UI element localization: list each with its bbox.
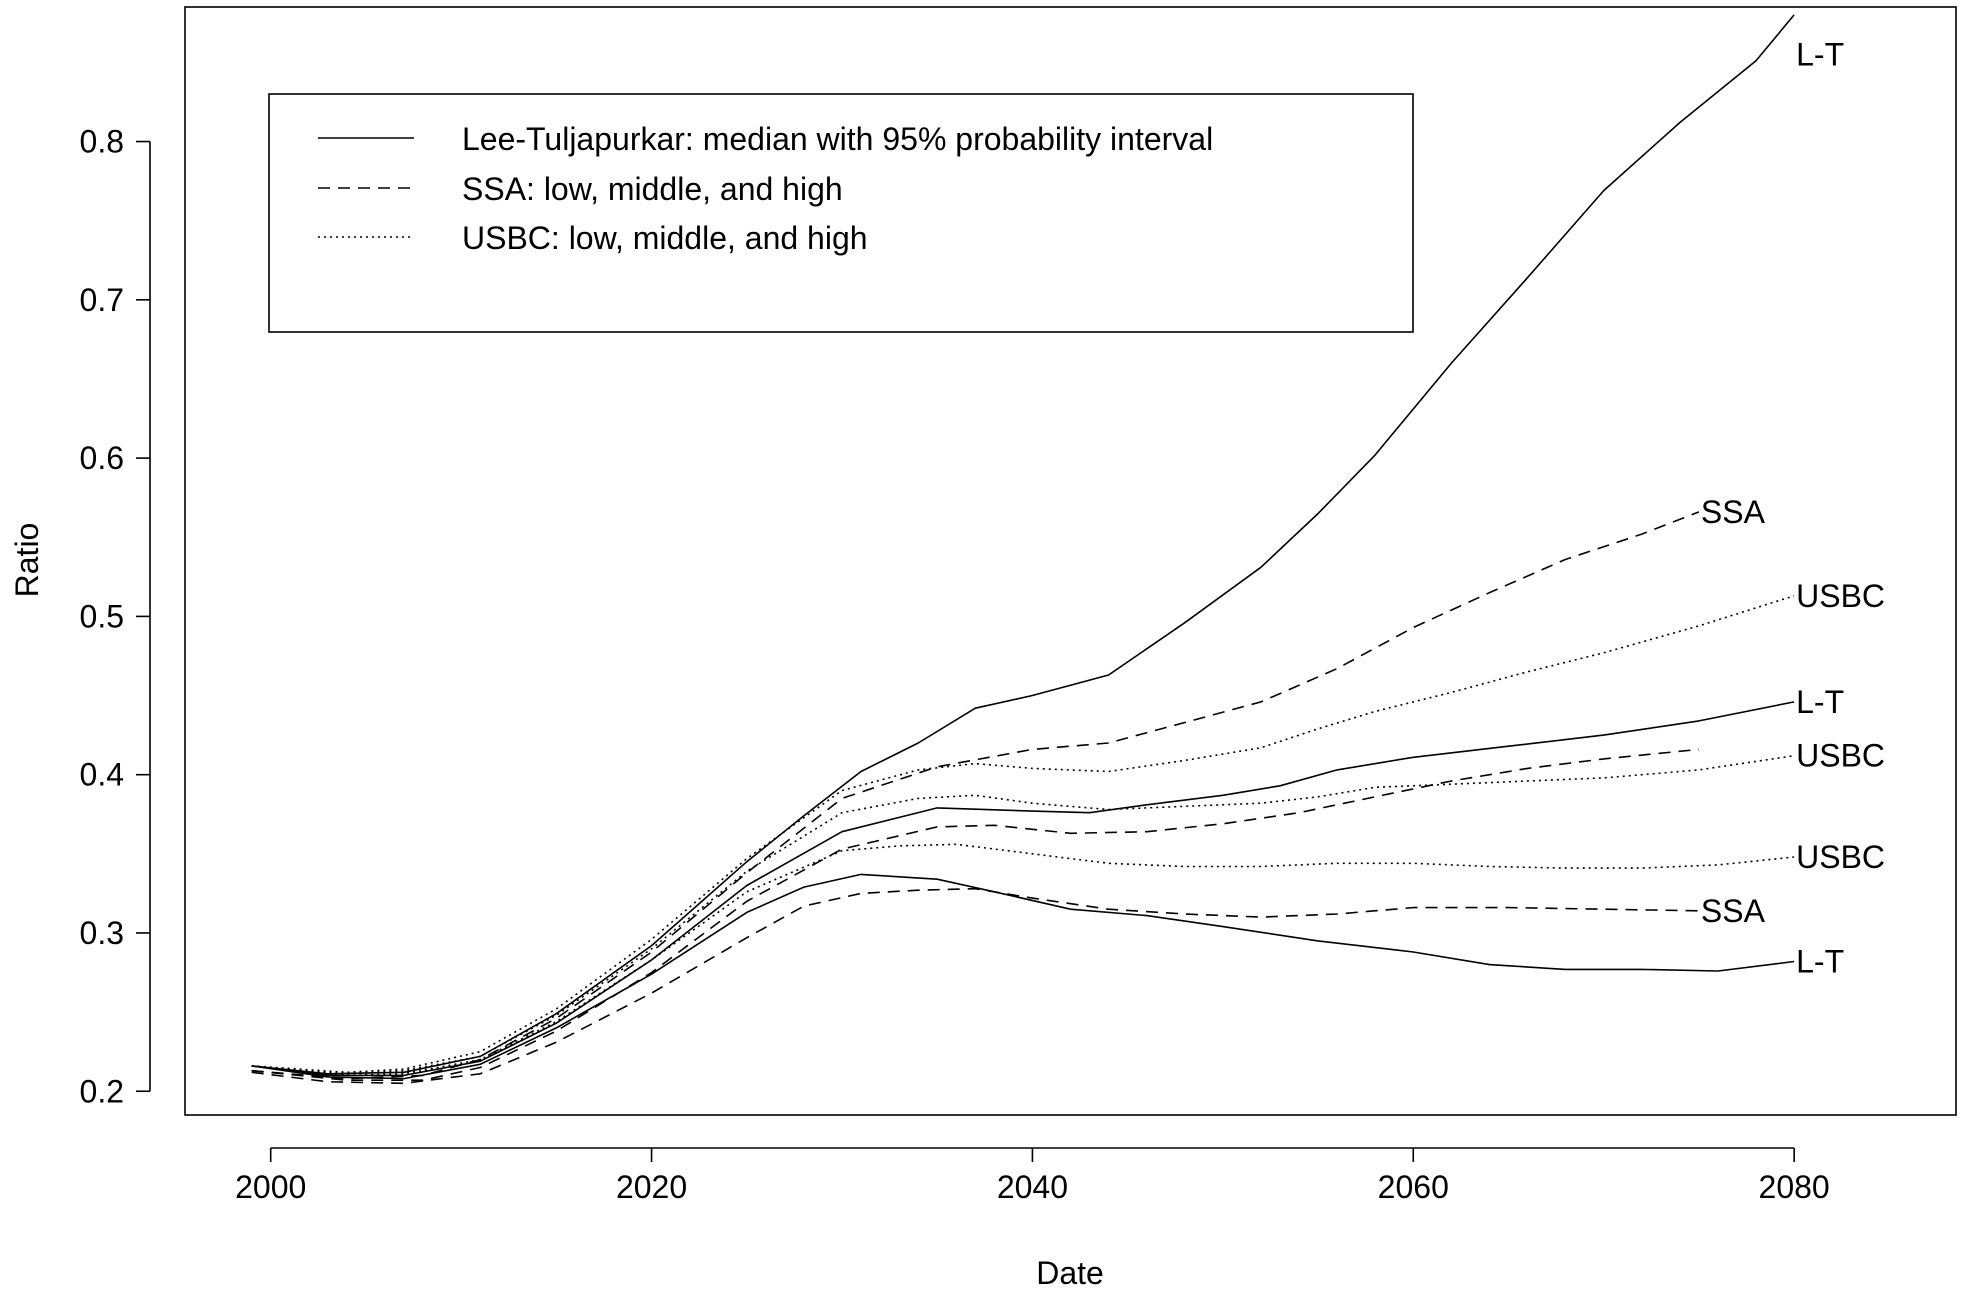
legend: Lee-Tuljapurkar: median with 95% probabi…: [268, 93, 1414, 333]
end-label-ssa: SSA: [1701, 494, 1766, 530]
series-line-usbc-7: [251, 595, 1795, 1074]
series-line-usbc-9: [251, 843, 1795, 1077]
x-tick-label: 2020: [616, 1169, 687, 1205]
x-tick-label: 2060: [1378, 1169, 1449, 1205]
end-label-ssa: SSA: [1701, 893, 1766, 929]
y-tick-label: 0.7: [80, 282, 124, 318]
series-line-ssa-5: [251, 748, 1699, 1081]
series-line-ssa-6: [251, 887, 1699, 1085]
y-tick-label: 0.3: [80, 915, 124, 951]
legend-entry-usbc: USBC: low, middle, and high: [462, 220, 868, 256]
end-label-usbc: USBC: [1796, 738, 1885, 774]
x-axis: 2000 2020 2040 2060 2080: [235, 1147, 1830, 1205]
legend-box: [268, 93, 1414, 333]
end-labels: L-T L-T L-T SSA SSA USBC USBC USBC: [1701, 36, 1885, 979]
series-line-usbc-8: [251, 754, 1795, 1075]
y-tick-label: 0.5: [80, 598, 124, 634]
end-label-l-t: L-T: [1796, 684, 1844, 720]
series-line-ssa-4: [251, 511, 1700, 1080]
y-axis: 0.2 0.3 0.4 0.5 0.6 0.7 0.8: [80, 124, 151, 1109]
plot-frame: [184, 6, 1957, 1116]
legend-entry-ssa: SSA: low, middle, and high: [462, 171, 843, 207]
x-tick-label: 2040: [997, 1169, 1068, 1205]
series-group: [251, 14, 1795, 1085]
end-label-usbc: USBC: [1796, 578, 1885, 614]
legend-entry-lee-tuljapurkar: Lee-Tuljapurkar: median with 95% probabi…: [462, 121, 1213, 157]
end-label-l-t: L-T: [1796, 943, 1844, 979]
y-tick-label: 0.6: [80, 440, 124, 476]
series-line-l-t-2: [251, 701, 1795, 1077]
y-axis-label: Ratio: [9, 523, 45, 598]
series-line-l-t-1: [251, 14, 1795, 1075]
x-tick-label: 2000: [235, 1169, 306, 1205]
x-tick-label: 2080: [1759, 1169, 1830, 1205]
y-tick-label: 0.4: [80, 757, 124, 793]
end-label-usbc: USBC: [1796, 839, 1885, 875]
end-label-l-t: L-T: [1796, 36, 1844, 72]
y-tick-label: 0.2: [80, 1073, 124, 1109]
x-axis-label: Date: [1036, 1255, 1104, 1291]
y-tick-label: 0.8: [80, 124, 124, 160]
